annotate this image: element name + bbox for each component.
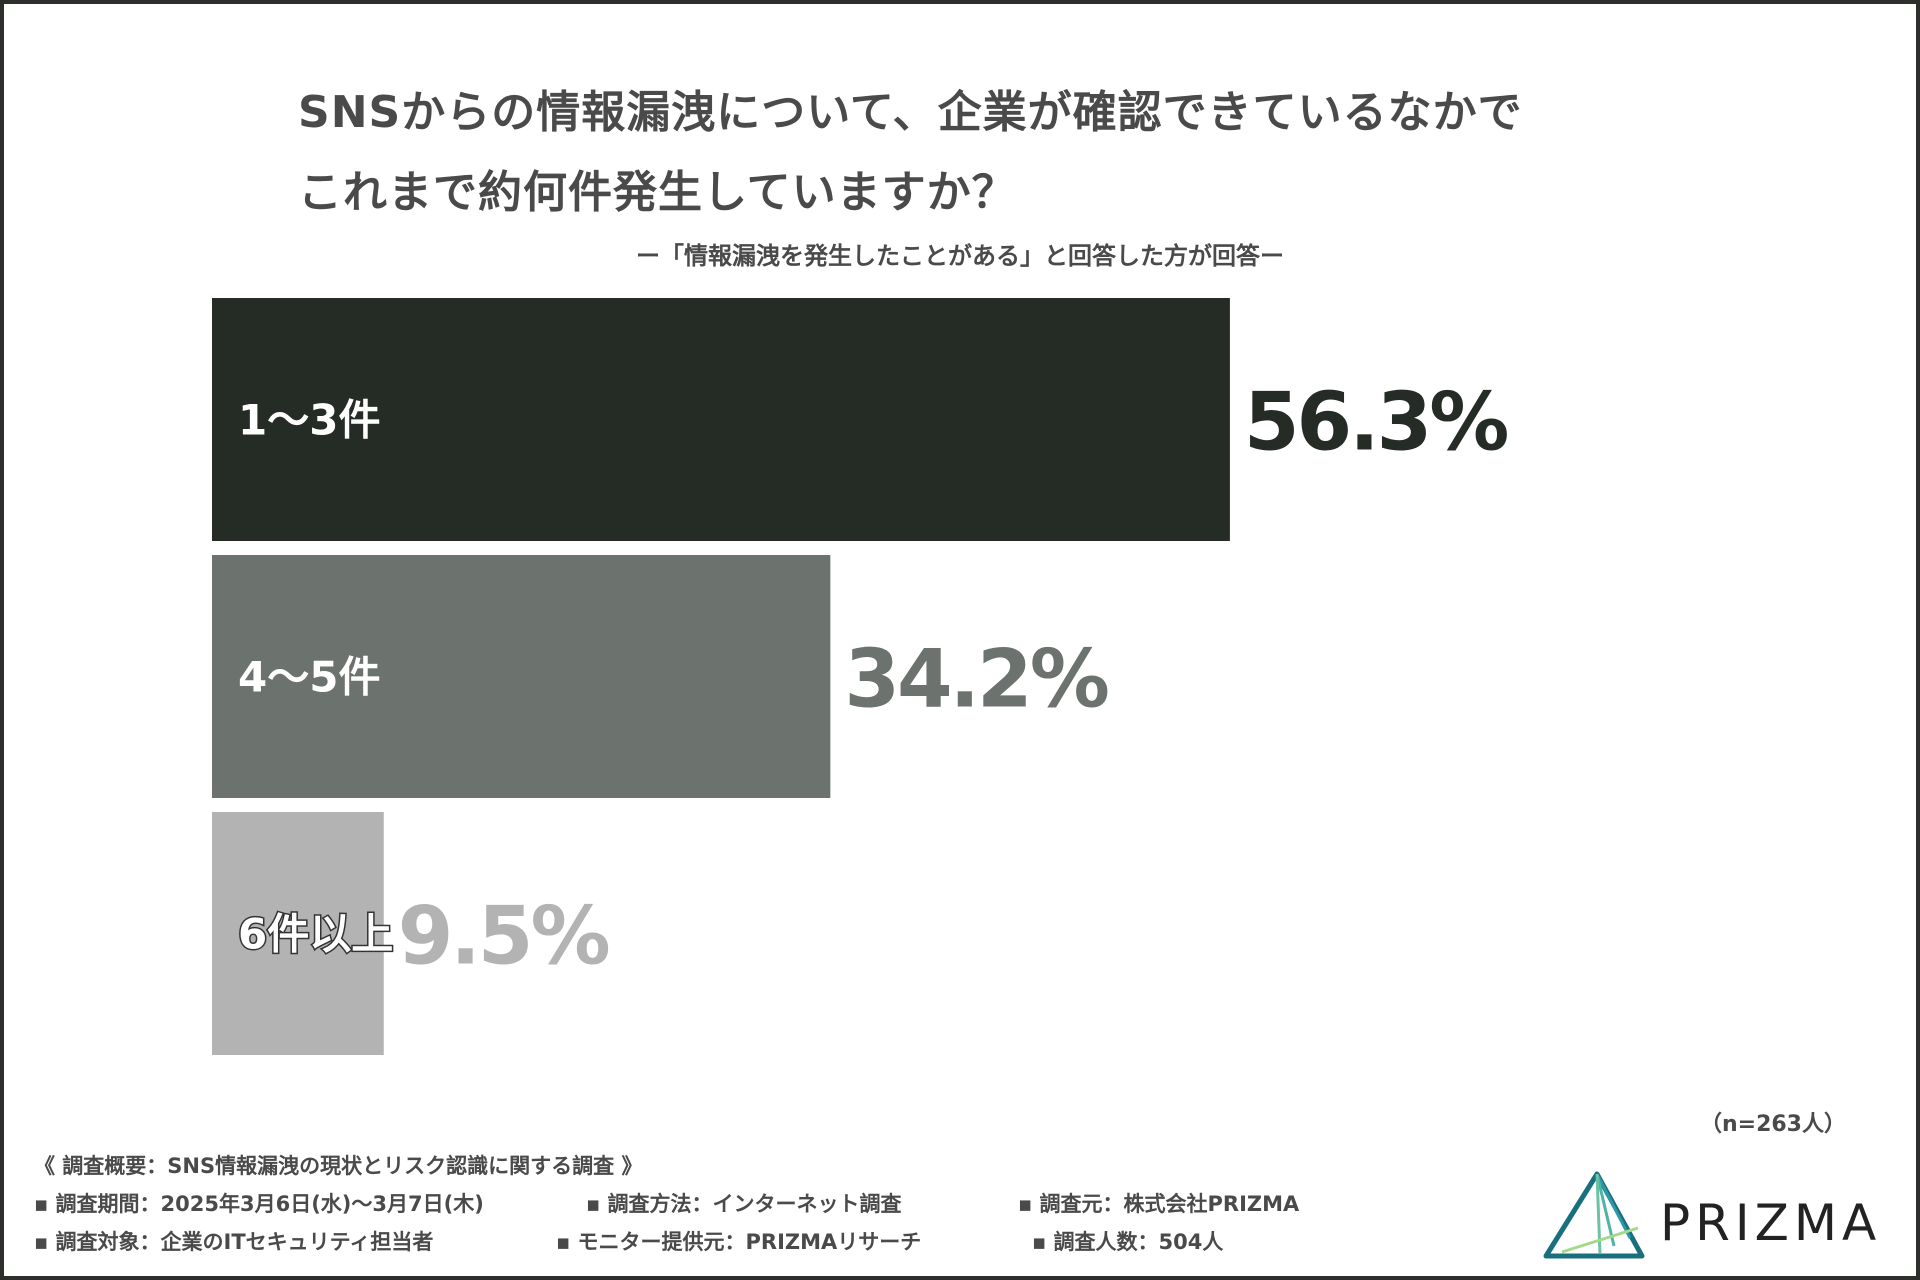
bar-1 [212,298,1230,541]
survey-target: ▪ 調査対象：企業のITセキュリティ担当者 [34,1230,434,1254]
survey-provider: ▪ モニター提供元：PRIZMAリサーチ [556,1230,922,1254]
chart-title-line-2: これまで約何件発生していますか？ [298,167,1017,218]
sample-size: （n=263人） [1699,1112,1846,1137]
infographic-card: SNSからの情報漏洩について、企業が確認できているなかで これまで約何件発生して… [4,4,1916,1276]
survey-source: ▪ 調査元：株式会社PRIZMA [1018,1192,1300,1216]
chart-subtitle: ー「情報漏洩を発生したことがある」と回答した方が回答ー [636,242,1284,270]
logo-facet-4 [1561,1226,1639,1254]
logo-facet-1 [1595,1173,1632,1239]
survey-heading: 《 調査概要：SNS情報漏洩の現状とリスク認識に関する調査 》 [34,1154,643,1178]
prizma-logo-text: PRIZMA [1660,1194,1882,1252]
chart-title-line-1: SNSからの情報漏洩について、企業が確認できているなかで [298,87,1523,138]
logo-triangle-outline [1543,1171,1645,1259]
bar-value-label-2: 34.2% [844,633,1107,726]
bar-value-label-1: 56.3% [1244,376,1507,469]
bar-category-label-3: 6件以上 [238,910,393,959]
prizma-logo-icon [1543,1171,1645,1259]
bar-chart: 1～3件 56.3% 4～5件 34.2% 6件以上 9.5% [212,298,1510,1055]
bar-category-label-1: 1～3件 [238,396,380,445]
survey-period: ▪ 調査期間：2025年3月6日(水)～3月7日(木) [34,1192,484,1216]
bar-value-label-3: 9.5% [398,890,609,983]
bar-category-label-2: 4～5件 [238,653,380,702]
survey-respondents: ▪ 調査人数：504人 [1032,1230,1224,1254]
survey-method: ▪ 調査方法：インターネット調査 [586,1192,902,1216]
bar-2 [212,555,831,798]
bar-3 [212,812,384,1055]
logo-facet-2 [1595,1173,1616,1247]
